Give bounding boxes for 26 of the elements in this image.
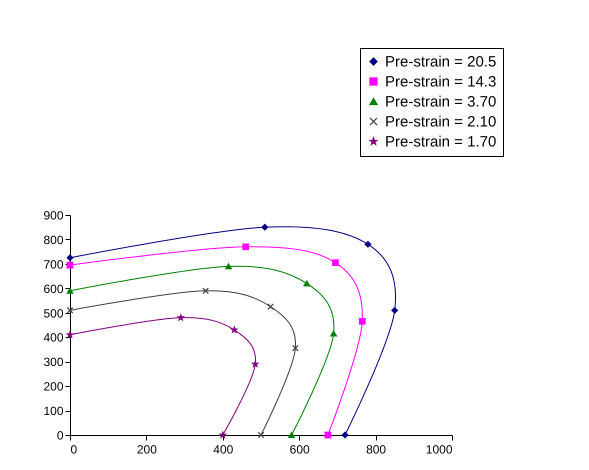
legend-label: Pre-strain = 14.3 <box>385 74 496 90</box>
point <box>66 306 74 314</box>
point <box>267 303 274 310</box>
x-tick-label: 600 <box>290 442 310 456</box>
y-tick-label: 600 <box>43 282 64 296</box>
y-tick-label: 0 <box>56 428 64 442</box>
y-tick-label: 200 <box>43 380 64 394</box>
y-tick-label: 800 <box>43 232 64 247</box>
x-tick-label: 800 <box>366 442 386 456</box>
x-tick-label: 1000 <box>426 442 453 456</box>
legend-label: Pre-strain = 1.70 <box>385 134 496 150</box>
y-tick-label: 400 <box>43 330 64 345</box>
x-tick-label: 400 <box>213 442 234 456</box>
x-tick-label: 0 <box>70 442 78 456</box>
x-tick-label: 200 <box>136 442 158 456</box>
y-tick-label: 300 <box>43 355 64 370</box>
legend-label: Pre-strain = 3.70 <box>385 94 496 110</box>
point <box>202 287 209 294</box>
point <box>292 344 299 352</box>
y-tick-label: 700 <box>43 257 64 272</box>
y-tick-label: 100 <box>43 404 64 418</box>
legend-label: Pre-strain = 20.5 <box>385 54 496 70</box>
y-tick-label: 900 <box>43 208 64 222</box>
legend-label: Pre-strain = 2.10 <box>385 114 496 130</box>
y-tick-label: 500 <box>43 306 64 320</box>
point <box>258 432 264 438</box>
